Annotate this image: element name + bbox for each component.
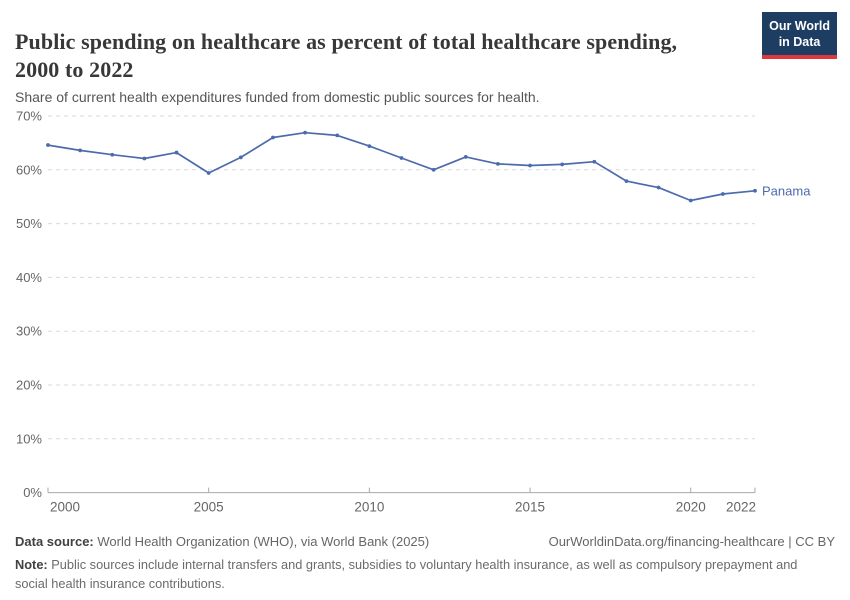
data-point[interactable] bbox=[560, 162, 565, 167]
footer-row-datasource: Data source: World Health Organization (… bbox=[15, 534, 835, 549]
y-tick-label: 0% bbox=[23, 485, 42, 500]
data-source-label: Data source: bbox=[15, 534, 94, 549]
owid-url-link[interactable]: OurWorldinData.org/financing-healthcare bbox=[548, 534, 785, 549]
data-point[interactable] bbox=[335, 133, 340, 138]
data-point[interactable] bbox=[142, 156, 147, 161]
data-point[interactable] bbox=[110, 152, 115, 157]
chart-title: Public spending on healthcare as percent… bbox=[15, 28, 678, 83]
y-tick-label: 30% bbox=[16, 324, 42, 339]
data-point[interactable] bbox=[496, 161, 500, 166]
data-point[interactable] bbox=[206, 171, 211, 175]
data-point[interactable] bbox=[592, 159, 597, 164]
data-point[interactable] bbox=[367, 144, 372, 149]
y-tick-label: 40% bbox=[16, 270, 42, 285]
data-line[interactable] bbox=[47, 131, 756, 202]
y-tick-label: 60% bbox=[16, 162, 42, 177]
footer-note: Note: Public sources include internal tr… bbox=[15, 556, 815, 593]
data-point[interactable] bbox=[528, 163, 532, 168]
chart-subtitle: Share of current health expenditures fun… bbox=[15, 89, 540, 105]
data-point[interactable] bbox=[238, 155, 243, 160]
footer-links: OurWorldinData.org/financing-healthcare … bbox=[549, 534, 835, 549]
series-end-label[interactable]: Panama bbox=[762, 183, 811, 198]
y-tick-label: 50% bbox=[16, 216, 42, 231]
data-point[interactable] bbox=[753, 188, 757, 193]
data-point[interactable] bbox=[431, 167, 436, 172]
y-tick-label: 70% bbox=[16, 109, 42, 124]
data-source-text: World Health Organization (WHO), via Wor… bbox=[93, 534, 430, 549]
x-tick-label: 2000 bbox=[50, 500, 80, 515]
data-point[interactable] bbox=[78, 148, 83, 153]
chart-footer: Data source: World Health Organization (… bbox=[15, 534, 835, 593]
note-label: Note: bbox=[15, 557, 48, 572]
data-point[interactable] bbox=[46, 143, 50, 147]
owid-logo-line2: in Data bbox=[778, 35, 821, 50]
note-text: Public sources include internal transfer… bbox=[15, 557, 798, 591]
data-source-line: Data source: World Health Organization (… bbox=[15, 534, 429, 549]
y-tick-label: 20% bbox=[16, 378, 42, 393]
data-point[interactable] bbox=[303, 130, 307, 135]
x-tick-label: 2005 bbox=[194, 500, 224, 515]
data-point[interactable] bbox=[174, 150, 179, 155]
owid-logo[interactable]: Our World in Data bbox=[762, 12, 837, 59]
data-point[interactable] bbox=[463, 154, 468, 159]
data-point[interactable] bbox=[720, 192, 725, 196]
data-point[interactable] bbox=[688, 198, 693, 203]
data-point[interactable] bbox=[624, 179, 629, 183]
x-tick-label: 2020 bbox=[676, 500, 706, 515]
owid-logo-line1: Our World bbox=[769, 19, 830, 33]
data-point[interactable] bbox=[656, 185, 661, 190]
data-point[interactable] bbox=[399, 156, 404, 160]
x-tick-label: 2015 bbox=[515, 500, 545, 515]
x-tick-label: 2010 bbox=[354, 500, 384, 515]
x-tick-label: 2022 bbox=[726, 500, 756, 515]
footer-link-separator: | bbox=[784, 534, 796, 549]
y-tick-label: 10% bbox=[16, 431, 42, 446]
cc-by-link[interactable]: CC BY bbox=[795, 534, 835, 549]
data-point[interactable] bbox=[271, 135, 275, 140]
line-chart-svg[interactable]: 0% 10% 20% 30% 40% 50% 60% 70% 2000 2005 2010 2015 2… bbox=[0, 100, 850, 525]
